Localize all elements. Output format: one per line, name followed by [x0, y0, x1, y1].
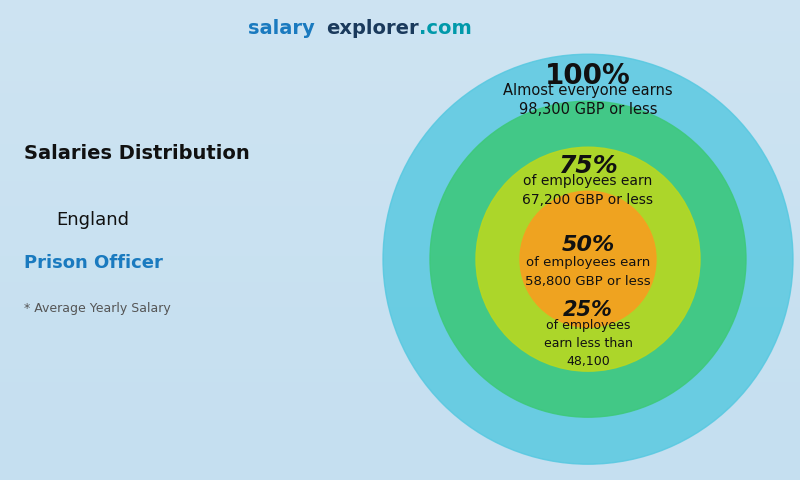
- Text: 25%: 25%: [563, 300, 613, 320]
- Text: Salaries Distribution: Salaries Distribution: [24, 144, 250, 163]
- Text: 100%: 100%: [545, 62, 631, 90]
- Text: of employees earn: of employees earn: [523, 175, 653, 189]
- Circle shape: [430, 101, 746, 417]
- Text: Almost everyone earns: Almost everyone earns: [503, 84, 673, 98]
- Circle shape: [383, 54, 793, 464]
- Text: * Average Yearly Salary: * Average Yearly Salary: [24, 302, 170, 315]
- Text: Prison Officer: Prison Officer: [24, 254, 163, 273]
- Text: England: England: [56, 211, 129, 229]
- Text: 75%: 75%: [558, 154, 618, 178]
- Text: earn less than: earn less than: [543, 337, 633, 350]
- Text: salary: salary: [248, 19, 314, 38]
- Circle shape: [520, 191, 656, 327]
- Text: of employees: of employees: [546, 319, 630, 332]
- Circle shape: [476, 147, 700, 371]
- Text: 50%: 50%: [562, 235, 614, 255]
- Text: of employees earn: of employees earn: [526, 256, 650, 269]
- Text: 98,300 GBP or less: 98,300 GBP or less: [518, 102, 658, 117]
- Text: .com: .com: [419, 19, 472, 38]
- Text: explorer: explorer: [326, 19, 418, 38]
- Text: 67,200 GBP or less: 67,200 GBP or less: [522, 193, 654, 207]
- Text: 48,100: 48,100: [566, 355, 610, 368]
- Text: 58,800 GBP or less: 58,800 GBP or less: [525, 275, 651, 288]
